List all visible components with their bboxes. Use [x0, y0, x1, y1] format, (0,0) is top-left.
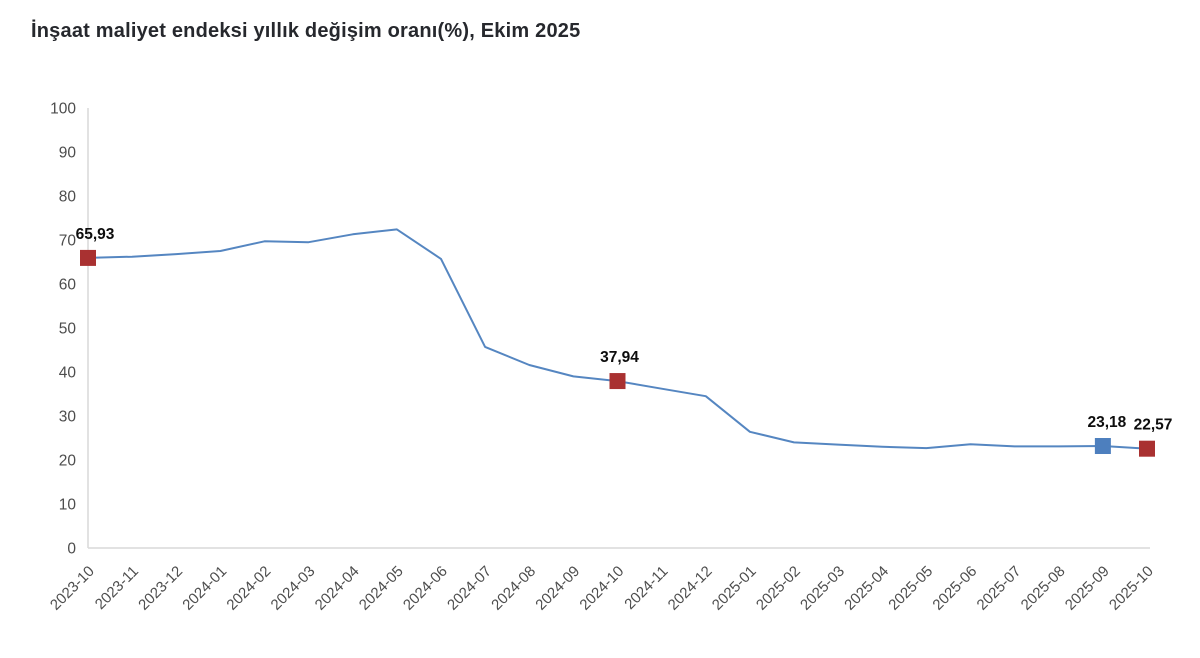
x-axis-label: 2024-12: [665, 563, 716, 614]
y-axis-label: 50: [59, 321, 77, 338]
data-point-label: 37,94: [600, 349, 639, 366]
x-axis-label: 2024-05: [356, 563, 407, 614]
x-axis-label: 2025-01: [709, 563, 760, 614]
x-axis-label: 2025-08: [1018, 563, 1069, 614]
x-axis-label: 2024-08: [488, 563, 539, 614]
chart-title: İnşaat maliyet endeksi yıllık değişim or…: [31, 20, 581, 42]
x-axis-label: 2025-07: [973, 563, 1024, 614]
x-axis-label: 2024-03: [267, 563, 318, 614]
x-axis-label: 2024-01: [179, 563, 230, 614]
x-axis-label: 2025-03: [797, 563, 848, 614]
x-axis-label: 2024-07: [444, 563, 495, 614]
data-point-label: 65,93: [76, 226, 115, 243]
data-point-marker[interactable]: [609, 373, 626, 390]
x-axis-label: 2024-10: [576, 563, 627, 614]
x-axis-label: 2025-06: [929, 563, 980, 614]
x-axis-label: 2025-10: [1106, 563, 1157, 614]
y-axis-label: 100: [50, 101, 76, 118]
y-axis-label: 40: [59, 365, 77, 382]
y-axis-label: 0: [67, 541, 76, 558]
y-axis-label: 80: [59, 189, 77, 206]
x-axis-label: 2025-02: [753, 563, 804, 614]
y-axis-label: 20: [59, 453, 77, 470]
x-axis-label: 2023-10: [47, 563, 98, 614]
x-axis-label: 2024-11: [621, 563, 671, 613]
data-point-label: 22,57: [1134, 417, 1173, 434]
y-axis-label: 60: [59, 277, 77, 294]
x-axis-label: 2025-05: [885, 563, 936, 614]
x-axis-label: 2023-11: [92, 563, 142, 613]
x-axis-label: 2024-09: [532, 563, 583, 614]
data-point-marker[interactable]: [1139, 440, 1155, 457]
y-axis-label: 10: [59, 497, 77, 514]
y-axis-label: 70: [59, 233, 77, 250]
y-axis-label: 30: [59, 409, 77, 426]
x-axis-label: 2025-04: [841, 563, 892, 614]
x-axis-label: 2025-09: [1062, 563, 1113, 614]
data-point-marker[interactable]: [80, 249, 96, 266]
x-axis-label: 2024-02: [223, 563, 274, 614]
x-axis-label: 2024-06: [400, 563, 451, 614]
x-axis-label: 2023-12: [135, 563, 186, 614]
series-line: [87, 228, 1148, 450]
data-point-label: 23,18: [1087, 414, 1126, 431]
x-axis-label: 2024-04: [312, 563, 363, 614]
data-point-marker[interactable]: [1094, 438, 1111, 455]
y-axis-label: 90: [59, 145, 77, 162]
